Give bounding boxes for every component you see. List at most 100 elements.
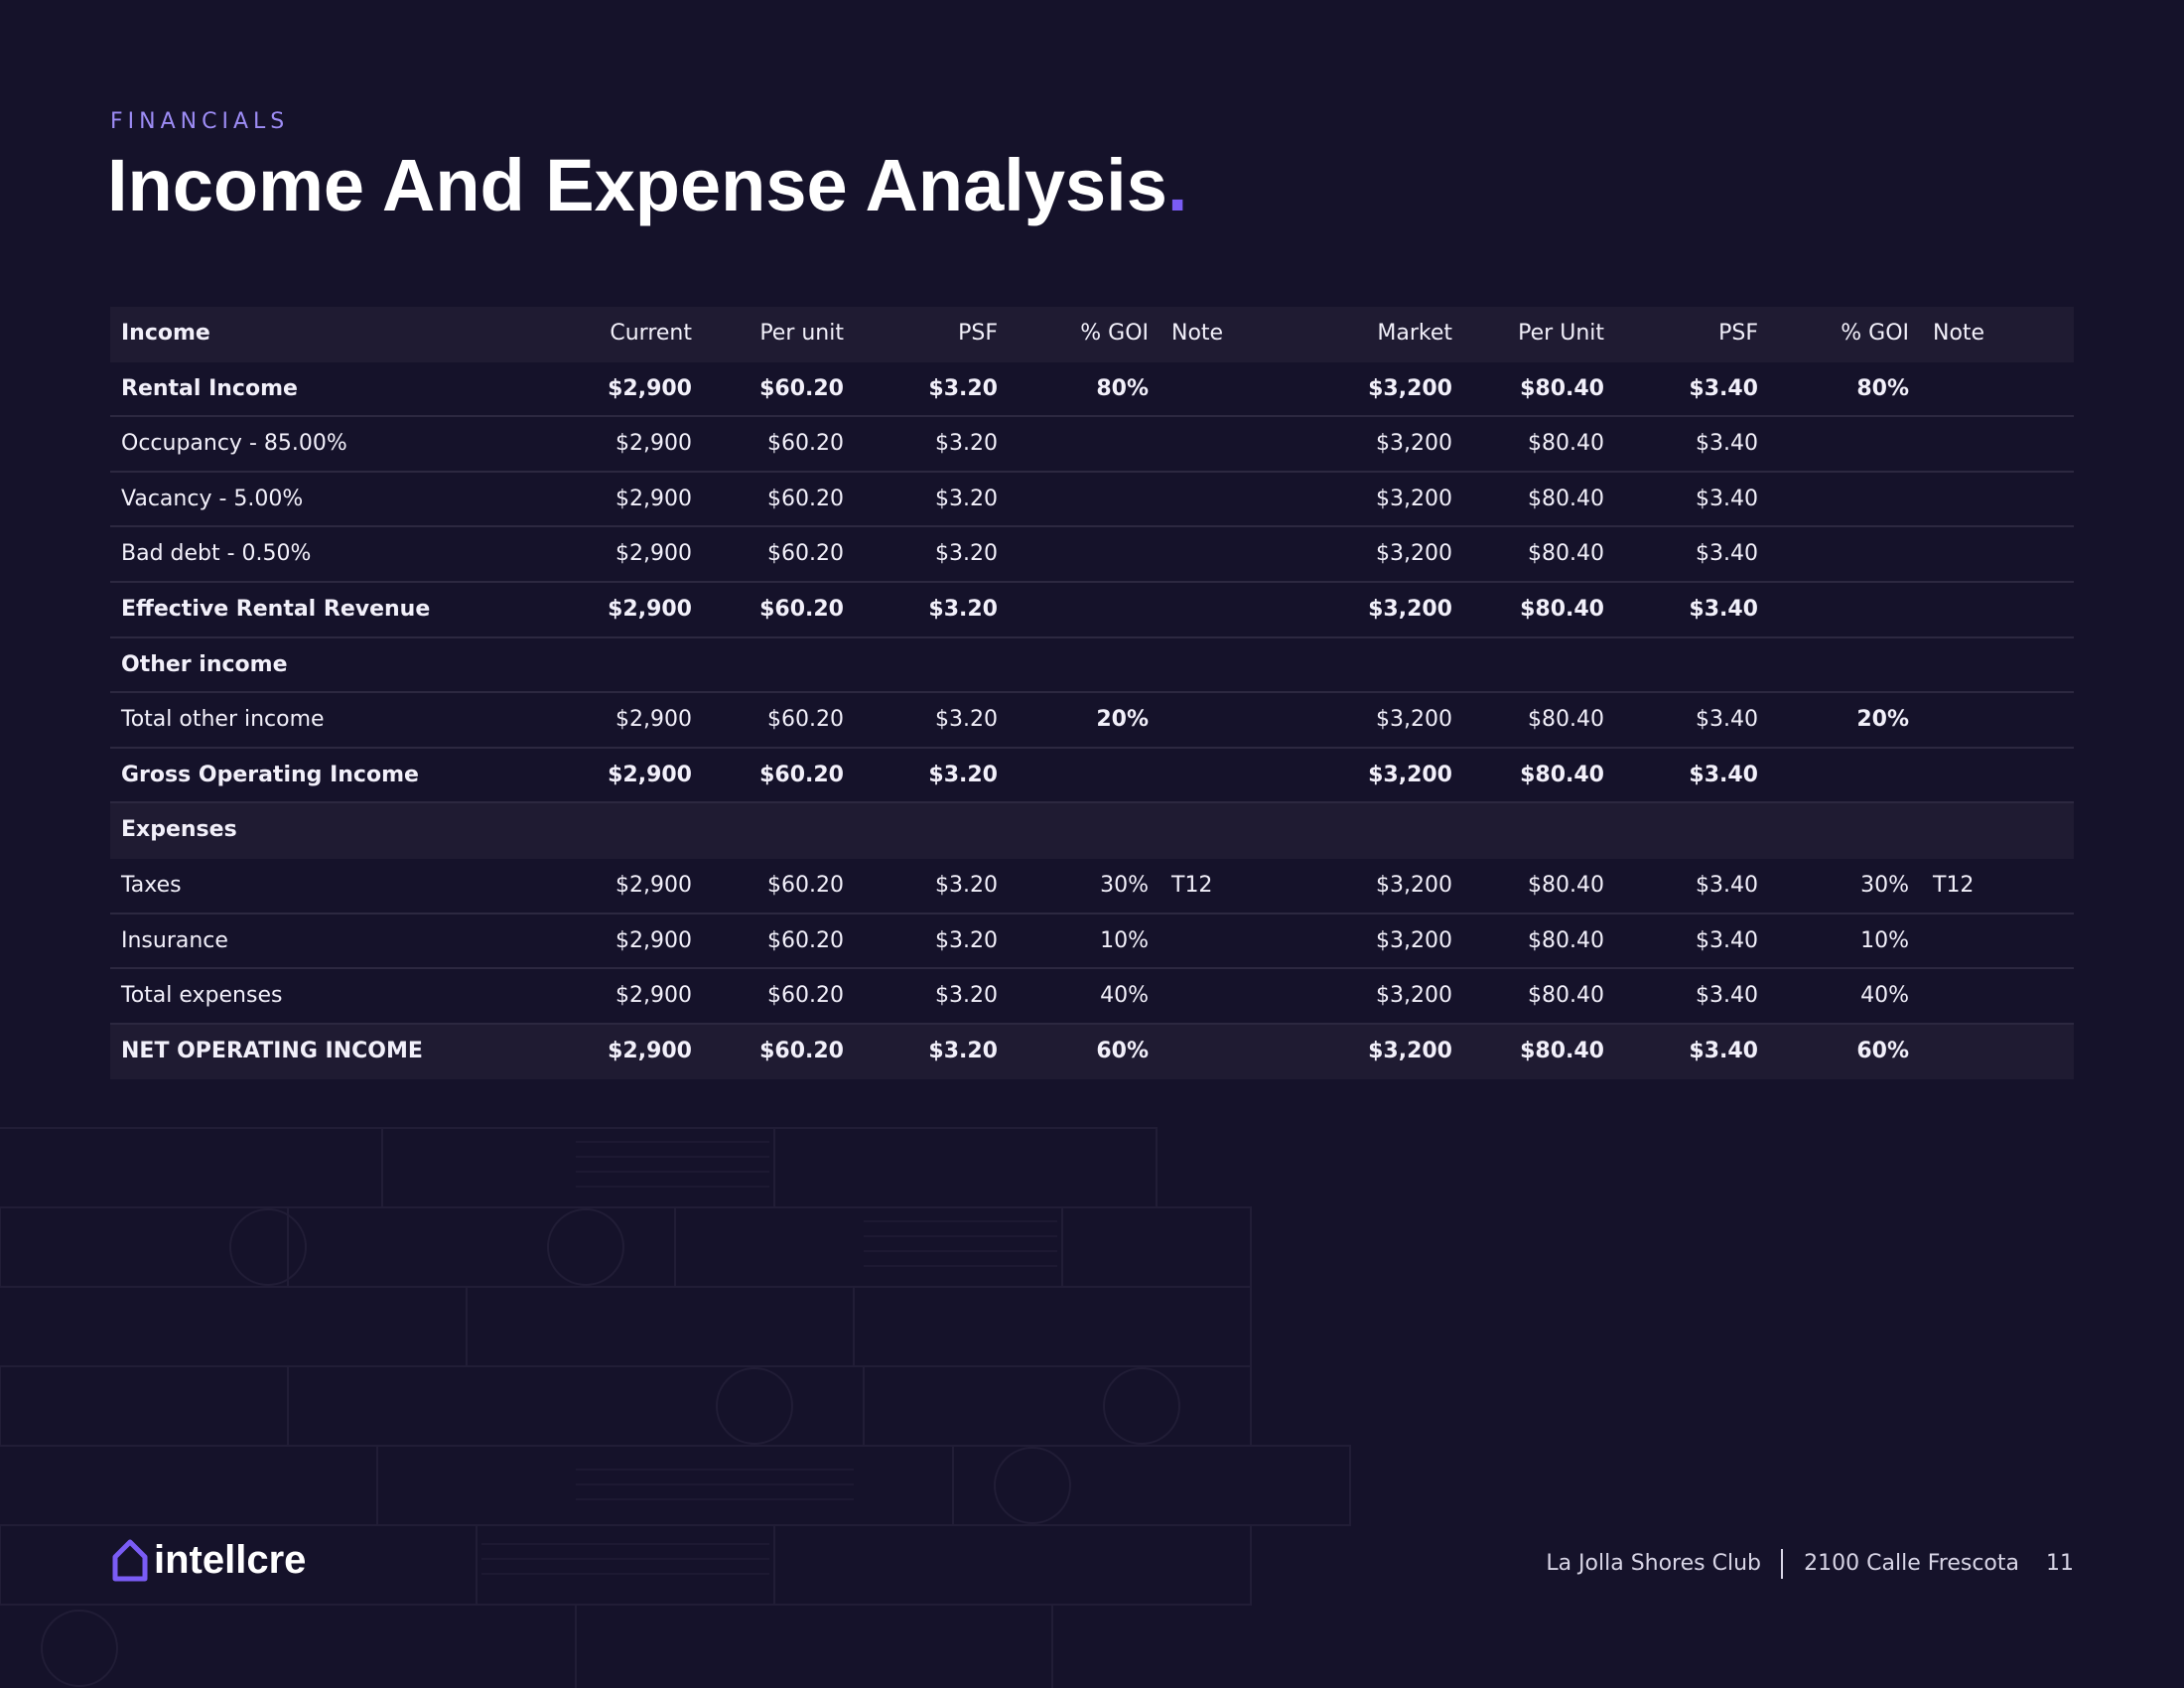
table-row: Vacancy - 5.00% $2,900 $60.20 $3.20 $3,200 $8… [110, 473, 2074, 528]
column-header: PSF [1718, 321, 1758, 346]
table-cell: T12 [1171, 872, 1213, 898]
table-cell: T12 [1933, 872, 1975, 898]
table-cell: $3.40 [1689, 762, 1758, 787]
table-row: Gross Operating Income $2,900 $60.20 $3.20 $… [110, 749, 2074, 804]
table-cell: $3,200 [1368, 762, 1452, 787]
table-cell: $3.20 [928, 375, 998, 401]
row-label: Occupancy - 85.00% [121, 431, 347, 457]
row-label: Vacancy - 5.00% [121, 486, 304, 511]
row-label: Insurance [121, 927, 228, 953]
table-cell: $3,200 [1368, 1038, 1452, 1063]
table-cell: $2,900 [608, 762, 692, 787]
table-cell: $80.40 [1520, 1038, 1604, 1063]
table-row: Bad debt - 0.50% $2,900 $60.20 $3.20 $3,200 $… [110, 527, 2074, 583]
table-cell: $80.40 [1528, 541, 1604, 567]
column-header: Note [1933, 321, 1985, 346]
table-cell: $80.40 [1528, 927, 1604, 953]
row-label: Effective Rental Revenue [121, 596, 431, 622]
row-label: Total expenses [121, 983, 283, 1009]
table-cell: $60.20 [767, 486, 844, 511]
table-row: Total expenses $2,900 $60.20 $3.20 40% $3,200… [110, 969, 2074, 1025]
table-cell: $3.40 [1696, 927, 1758, 953]
table-cell: $3.20 [935, 707, 998, 733]
table-cell: $3,200 [1376, 486, 1452, 511]
table-cell: $2,900 [615, 927, 692, 953]
table-row: Total other income $2,900 $60.20 $3.20 20% $3… [110, 693, 2074, 749]
table-cell: $3.40 [1696, 541, 1758, 567]
table-row: Rental Income $2,900 $60.20 $3.20 80% $3,200 $… [110, 362, 2074, 418]
table-cell: $60.20 [767, 431, 844, 457]
table-cell: $3.40 [1689, 375, 1758, 401]
table-row: Insurance $2,900 $60.20 $3.20 10% $3,200 $80.4… [110, 914, 2074, 970]
row-label: NET OPERATING INCOME [121, 1038, 423, 1063]
page-number: 11 [2046, 1551, 2074, 1576]
table-cell: $80.40 [1528, 872, 1604, 898]
table-cell: $2,900 [615, 983, 692, 1009]
table-cell: $3.40 [1696, 983, 1758, 1009]
table-cell: $2,900 [608, 596, 692, 622]
table-cell: $3,200 [1376, 927, 1452, 953]
table-cell: $60.20 [759, 762, 844, 787]
table-cell: $3.20 [935, 927, 998, 953]
column-header: Income [121, 321, 210, 346]
table-row: Effective Rental Revenue $2,900 $60.20 $3.2… [110, 583, 2074, 638]
property-name: La Jolla Shores Club [1546, 1551, 1761, 1576]
row-label: Gross Operating Income [121, 762, 419, 787]
row-label: Total other income [121, 707, 325, 733]
column-header: Note [1171, 321, 1224, 346]
table-cell: $3.20 [935, 431, 998, 457]
table-cell: $60.20 [767, 707, 844, 733]
table-cell: $80.40 [1528, 707, 1604, 733]
table-cell: $3.40 [1696, 707, 1758, 733]
logo-icon [112, 1539, 148, 1582]
table-cell: $60.20 [759, 596, 844, 622]
table-cell: $3.20 [928, 762, 998, 787]
table-cell: $60.20 [767, 983, 844, 1009]
table-cell: $3,200 [1376, 707, 1452, 733]
table-cell: $3,200 [1376, 872, 1452, 898]
table-row: Expenses [110, 803, 2074, 859]
table-row: Taxes $2,900 $60.20 $3.20 30% T12 $3,200 $80.40… [110, 859, 2074, 914]
table-cell: $3.20 [935, 541, 998, 567]
table-cell: $3.20 [935, 872, 998, 898]
income-expense-table: Income Current Per unit PSF % GOI Note Market P… [110, 307, 2074, 1080]
table-cell: $3.40 [1689, 1038, 1758, 1063]
table-cell: 80% [1856, 375, 1909, 401]
table-row: Occupancy - 85.00% $2,900 $60.20 $3.20 $3,20… [110, 417, 2074, 473]
table-cell: 20% [1096, 707, 1149, 733]
row-label: Other income [121, 651, 288, 677]
table-cell: 10% [1860, 927, 1909, 953]
table-cell: $3.20 [928, 596, 998, 622]
table-cell: $3.40 [1696, 431, 1758, 457]
table-cell: $60.20 [759, 375, 844, 401]
column-header: Current [610, 321, 692, 346]
table-cell: $80.40 [1520, 596, 1604, 622]
row-label: Bad debt - 0.50% [121, 541, 312, 567]
table-cell: $60.20 [767, 927, 844, 953]
header-row: Income Current Per unit PSF % GOI Note Market P… [110, 307, 2074, 362]
table-cell: $80.40 [1520, 762, 1604, 787]
table-cell: $3,200 [1376, 983, 1452, 1009]
table-cell: 60% [1096, 1038, 1149, 1063]
table-cell: $80.40 [1528, 983, 1604, 1009]
table-row: NET OPERATING INCOME $2,900 $60.20 $3.20 60%… [110, 1024, 2074, 1080]
table-cell: $2,900 [615, 872, 692, 898]
table-cell: $60.20 [767, 872, 844, 898]
table-cell: $3,200 [1368, 596, 1452, 622]
title-text: Income And Expense Analysis [107, 144, 1167, 226]
column-header: Per Unit [1518, 321, 1604, 346]
logo-text: intellcre [154, 1538, 307, 1582]
table-cell: $3.40 [1689, 596, 1758, 622]
table-cell: $2,900 [608, 1038, 692, 1063]
column-header: PSF [958, 321, 998, 346]
row-label: Rental Income [121, 375, 298, 401]
table-cell: $3,200 [1376, 541, 1452, 567]
table-cell: $3.40 [1696, 872, 1758, 898]
table-cell: $2,900 [615, 541, 692, 567]
eyebrow: FINANCIALS [110, 109, 290, 134]
page-title: Income And Expense Analysis. [107, 143, 1187, 227]
column-header: Market [1377, 321, 1452, 346]
table-row: Other income [110, 638, 2074, 694]
